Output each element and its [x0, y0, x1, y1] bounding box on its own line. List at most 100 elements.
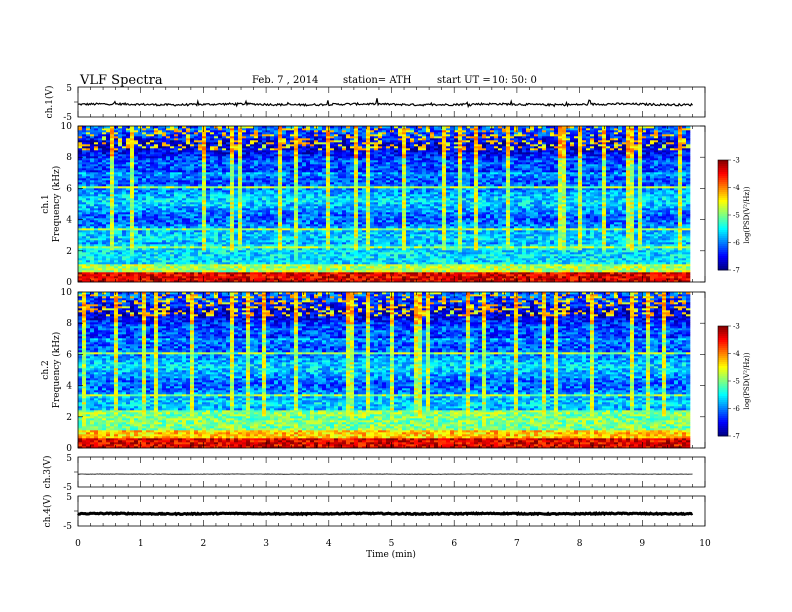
spectrogram-cell — [258, 222, 262, 224]
spectrogram-cell — [118, 254, 122, 256]
spectrogram-cell — [270, 244, 274, 246]
spectrogram-cell — [298, 168, 302, 170]
spectrogram-cell — [182, 262, 186, 264]
spectrogram-cell — [146, 188, 150, 190]
spectrogram-cell — [118, 228, 122, 230]
spectrogram-cell — [158, 136, 162, 138]
spectrogram-cell — [322, 188, 326, 190]
spectrogram-cell — [102, 208, 106, 210]
spectrogram-cell — [182, 174, 186, 176]
spectrogram-cell — [178, 172, 182, 174]
vlf-spectra-figure: VLF Spectra Feb. 7 , 2014 station= ATH s… — [0, 0, 792, 612]
spectrogram-cell — [218, 264, 222, 266]
spectrogram-cell — [146, 138, 150, 140]
spectrogram-cell — [326, 248, 330, 250]
spectrogram-cell — [158, 238, 162, 240]
spectrogram-cell — [326, 264, 330, 266]
spectrogram-cell — [258, 270, 262, 272]
spectrogram-cell — [254, 252, 258, 254]
spectrogram-cell — [286, 270, 290, 272]
spectrogram-cell — [190, 132, 194, 134]
spectrogram-cell — [242, 180, 246, 182]
spectrogram-cell — [222, 206, 226, 208]
spectrogram-cell — [150, 244, 154, 246]
spectrogram-cell — [98, 220, 102, 222]
spectrogram-cell — [94, 244, 98, 246]
spectrogram-cell — [142, 188, 146, 190]
spectrogram-cell — [322, 274, 326, 276]
spectrogram-cell — [258, 262, 262, 264]
spectrogram-cell — [190, 130, 194, 132]
spectrogram-cell — [238, 166, 242, 168]
spectrogram-cell — [226, 196, 230, 198]
spectrogram-cell — [114, 236, 118, 238]
spectrogram-cell — [278, 158, 282, 160]
spectrogram-cell — [86, 160, 90, 162]
spectrogram-cell — [318, 204, 322, 206]
spectrogram-cell — [322, 230, 326, 232]
spectrogram-cell — [282, 268, 286, 270]
spectrogram-cell — [210, 150, 214, 152]
spectrogram-cell — [266, 238, 270, 240]
spectrogram-cell — [178, 262, 182, 264]
spectrogram-cell — [306, 172, 310, 174]
spectrogram-cell — [90, 146, 94, 148]
spectrogram-cell — [230, 156, 234, 158]
spectrogram-cell — [222, 184, 226, 186]
spectrogram-cell — [146, 222, 150, 224]
spectrogram-cell — [186, 276, 190, 278]
spectrogram-cell — [298, 238, 302, 240]
spectrogram-cell — [78, 150, 82, 152]
spectrogram-cell — [234, 174, 238, 176]
spectrogram-cell — [238, 204, 242, 206]
spectrogram-cell — [114, 268, 118, 270]
spectrogram-cell — [166, 224, 170, 226]
spectrogram-cell — [294, 266, 298, 268]
spectrogram-cell — [234, 200, 238, 202]
spectrogram-cell — [170, 218, 174, 220]
spectrogram-cell — [114, 142, 118, 144]
spectrogram-cell — [258, 212, 262, 214]
spectrogram-cell — [306, 192, 310, 194]
spectrogram-cell — [314, 220, 318, 222]
spectrogram-cell — [262, 270, 266, 272]
spectrogram-cell — [182, 164, 186, 166]
spectrogram-cell — [134, 174, 138, 176]
spectrogram-cell — [310, 144, 314, 146]
spectrogram-cell — [294, 142, 298, 144]
spectrogram-cell — [86, 264, 90, 266]
spectrogram-cell — [246, 172, 250, 174]
spectrogram-cell — [262, 198, 266, 200]
spectrogram-cell — [106, 164, 110, 166]
spectrogram-cell — [130, 194, 134, 196]
spectrogram-cell — [262, 138, 266, 140]
spectrogram-cell — [98, 266, 102, 268]
spectrogram-cell — [306, 166, 310, 168]
spectrogram-cell — [270, 178, 274, 180]
spectrogram-cell — [182, 144, 186, 146]
spectrogram-cell — [122, 260, 126, 262]
spectrogram-cell — [198, 234, 202, 236]
spectrogram-cell — [258, 248, 262, 250]
spectrogram-cell — [198, 150, 202, 152]
spectrogram-cell — [178, 170, 182, 172]
spectrogram-cell — [86, 188, 90, 190]
spectrogram-cell — [150, 166, 154, 168]
spectrogram-cell — [154, 264, 158, 266]
spectrogram-cell — [290, 148, 294, 150]
spectrogram-cell — [126, 218, 130, 220]
spectrogram-cell — [170, 128, 174, 130]
spectrogram-cell — [210, 276, 214, 278]
spectrogram-cell — [174, 236, 178, 238]
spectrogram-cell — [218, 268, 222, 270]
spectrogram-cell — [246, 216, 250, 218]
spectrogram-cell — [210, 148, 214, 150]
spectrogram-cell — [98, 160, 102, 162]
spectrogram-cell — [130, 216, 134, 218]
spectrogram-cell — [282, 148, 286, 150]
spectrogram-cell — [114, 262, 118, 264]
spectrogram-cell — [302, 210, 306, 212]
spectrogram-cell — [162, 270, 166, 272]
spectrogram-cell — [238, 152, 242, 154]
spectrogram-cell — [186, 130, 190, 132]
